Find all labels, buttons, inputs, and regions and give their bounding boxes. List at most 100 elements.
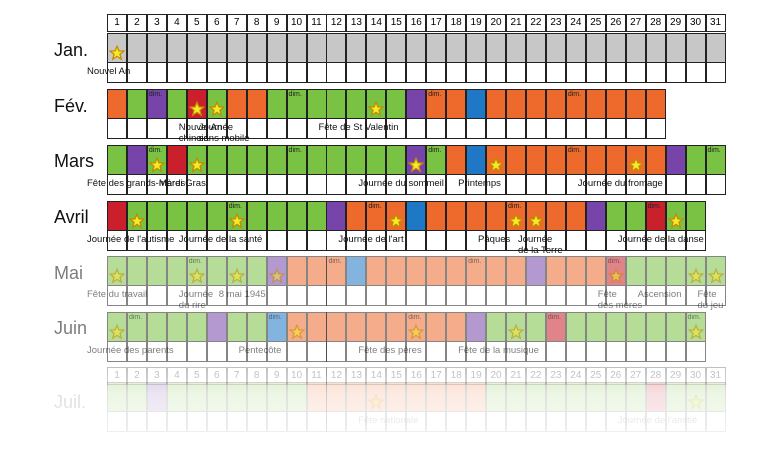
day-cell bbox=[266, 33, 287, 63]
day-cell bbox=[565, 256, 586, 286]
day-cell bbox=[466, 201, 487, 231]
day-gap-cell bbox=[206, 286, 227, 306]
day-cell bbox=[306, 256, 327, 286]
day-cell bbox=[146, 382, 167, 412]
day-cell bbox=[605, 145, 626, 175]
star-icon bbox=[208, 100, 226, 122]
day-gap-cell bbox=[226, 286, 247, 306]
sunday-marker: dim. bbox=[707, 147, 721, 154]
sunday-marker: dim. bbox=[288, 147, 302, 154]
day-gap-cell bbox=[146, 286, 167, 306]
day-cell bbox=[545, 33, 566, 63]
sunday-marker: dim. bbox=[687, 314, 701, 321]
day-cell bbox=[386, 382, 407, 412]
day-gap-cell bbox=[426, 342, 447, 362]
day-gap-cell bbox=[565, 342, 586, 362]
day-gap-cell bbox=[226, 119, 247, 139]
day-gap-cell bbox=[386, 119, 407, 139]
day-cell bbox=[366, 201, 387, 231]
day-cell bbox=[705, 382, 726, 412]
star-icon bbox=[108, 323, 126, 345]
star-icon bbox=[527, 212, 545, 234]
day-gap-cell bbox=[346, 231, 367, 251]
day-gap-cell bbox=[406, 342, 427, 362]
day-cell bbox=[486, 201, 507, 231]
day-cell bbox=[585, 89, 606, 119]
day-cell bbox=[366, 256, 387, 286]
day-gap-cell bbox=[645, 119, 666, 139]
day-gap-cell bbox=[705, 175, 726, 195]
day-gap-cell bbox=[266, 231, 287, 251]
day-gap-cell bbox=[306, 286, 327, 306]
day-gap-cell bbox=[166, 286, 187, 306]
day-gap-cell bbox=[705, 412, 726, 432]
month-name: Juin bbox=[54, 318, 88, 338]
star-icon bbox=[228, 212, 246, 234]
day-cell bbox=[146, 33, 167, 63]
day-gap-cell bbox=[545, 63, 566, 83]
day-cell bbox=[625, 33, 646, 63]
month-name: Mai bbox=[54, 263, 84, 283]
day-gap-cell bbox=[446, 231, 467, 251]
day-cell bbox=[645, 256, 666, 286]
sunday-marker: dim. bbox=[428, 91, 442, 98]
day-cell bbox=[426, 33, 447, 63]
day-gap-cell bbox=[346, 175, 367, 195]
day-gap-cell bbox=[605, 175, 626, 195]
day-gap-cell bbox=[705, 286, 726, 306]
day-gap-cell bbox=[525, 342, 546, 362]
day-cell bbox=[206, 382, 227, 412]
day-gap-cell bbox=[306, 342, 327, 362]
day-cell bbox=[685, 33, 706, 63]
day-cell bbox=[446, 256, 467, 286]
day-gap-cell bbox=[146, 231, 167, 251]
day-cell bbox=[486, 256, 507, 286]
day-cell bbox=[705, 145, 726, 175]
day-gap-cell bbox=[326, 231, 347, 251]
day-cell bbox=[645, 201, 666, 231]
day-cell bbox=[585, 256, 606, 286]
day-cell bbox=[645, 145, 666, 175]
day-cell bbox=[466, 89, 487, 119]
day-cell bbox=[525, 33, 546, 63]
day-gap-cell bbox=[126, 286, 147, 306]
day-gap-cell bbox=[166, 342, 187, 362]
day-cell bbox=[246, 145, 267, 175]
day-cell bbox=[645, 312, 666, 342]
day-cell bbox=[406, 89, 427, 119]
holiday-label: du rire bbox=[178, 300, 206, 311]
day-gap-cell bbox=[446, 342, 467, 362]
day-gap-cell bbox=[585, 231, 606, 251]
day-cell bbox=[286, 33, 307, 63]
day-gap-cell bbox=[426, 119, 447, 139]
day-cell bbox=[306, 312, 327, 342]
day-gap-cell bbox=[685, 175, 706, 195]
star-icon bbox=[188, 267, 206, 289]
holiday-label: Nouvel An bbox=[87, 66, 131, 77]
day-cell bbox=[246, 33, 267, 63]
day-cell bbox=[426, 312, 447, 342]
day-cell bbox=[506, 382, 526, 412]
day-gap-cell bbox=[126, 231, 147, 251]
day-gap-cell bbox=[306, 412, 327, 432]
sunday-marker: dim. bbox=[148, 147, 163, 154]
day-gap-cell bbox=[326, 412, 347, 432]
day-number-header: 11 bbox=[306, 14, 327, 32]
day-gap-cell bbox=[585, 342, 606, 362]
day-gap-cell bbox=[685, 63, 706, 83]
day-gap-cell bbox=[286, 342, 307, 362]
day-gap-cell bbox=[625, 342, 646, 362]
day-cell bbox=[446, 201, 467, 231]
day-gap-cell bbox=[446, 286, 467, 306]
day-cell bbox=[486, 382, 507, 412]
day-cell bbox=[625, 382, 646, 412]
day-gap-cell bbox=[366, 342, 387, 362]
day-cell bbox=[585, 145, 606, 175]
day-gap-cell bbox=[206, 175, 227, 195]
day-cell bbox=[665, 382, 686, 412]
day-gap-cell bbox=[107, 286, 127, 306]
star-icon bbox=[706, 267, 725, 289]
day-cell bbox=[306, 33, 327, 63]
day-cell bbox=[107, 89, 127, 119]
day-number-header: 2 bbox=[126, 14, 147, 32]
